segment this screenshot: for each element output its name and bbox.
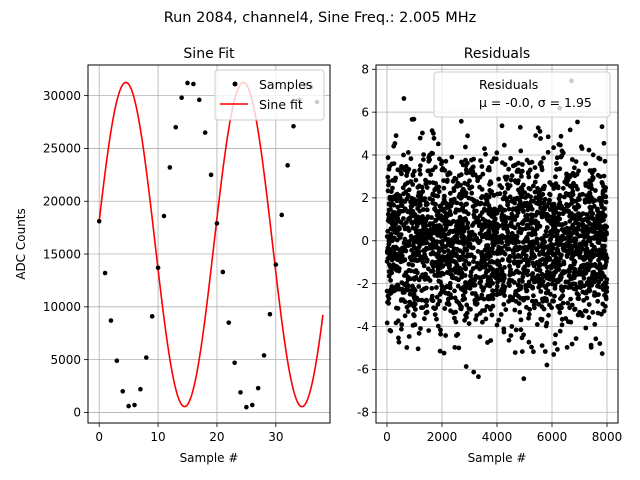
sample-point — [196, 97, 202, 103]
sample-point — [208, 172, 214, 178]
sample-point — [279, 212, 285, 218]
sample-point — [255, 385, 261, 391]
sine-fit-title: Sine Fit — [183, 46, 235, 62]
residuals-data — [384, 78, 610, 382]
residuals-panel: Residuals 0 2000 4000 6000 8000 -8 -6 -4 -2 0 2 4 6 8… — [357, 46, 622, 465]
residuals-title: Residuals — [464, 46, 530, 62]
sample-point — [267, 311, 273, 317]
sample-point — [244, 404, 249, 410]
sample-point — [285, 163, 290, 168]
y-tick-label: 8 — [361, 63, 369, 77]
sine-fit-ticks: 0 10 20 30 0 5000 10000 15000 20000 25000 30000 — [43, 89, 284, 444]
x-tick-label: 6000 — [537, 430, 568, 444]
x-tick-label: 0 — [95, 430, 103, 444]
residuals-legend: Residuals μ = -0.0, σ = 1.95 — [433, 71, 611, 118]
y-tick-label: 25000 — [43, 142, 81, 156]
x-tick-label: 4000 — [482, 430, 513, 444]
y-tick-label: -8 — [357, 406, 369, 420]
x-tick-label: 20 — [209, 430, 224, 444]
y-tick-label: 20000 — [43, 195, 81, 209]
sample-point — [220, 269, 226, 275]
sample-point — [143, 355, 149, 360]
sample-point — [238, 390, 243, 395]
y-tick-label: -2 — [357, 277, 369, 291]
sample-point — [126, 403, 131, 409]
sample-point — [161, 213, 167, 219]
sample-point — [155, 265, 161, 271]
sample-point — [191, 81, 196, 87]
sine-fit-xlabel: Sample # — [180, 451, 239, 465]
x-tick-label: 10 — [150, 430, 165, 444]
x-tick-label: 2000 — [427, 430, 458, 444]
sine-fit-axes-frame — [87, 64, 331, 424]
sample-point — [138, 386, 143, 392]
residuals-xlabel: Sample # — [468, 451, 527, 465]
y-tick-label: 4 — [361, 148, 369, 162]
sample-point — [120, 389, 126, 394]
sine-fit-panel: Sine Fit 0 10 20 30 0 5000 10000 15000 20000 2500… — [14, 46, 331, 465]
sine-fit-ylabel: ADC Counts — [14, 208, 28, 280]
sine-fit-grid — [88, 65, 330, 423]
legend-samples-label: Samples — [259, 77, 312, 92]
sample-point — [249, 402, 255, 408]
sample-point — [185, 80, 190, 86]
y-tick-label: 2 — [361, 191, 369, 205]
sample-point — [261, 353, 267, 358]
y-tick-label: -4 — [357, 320, 369, 334]
sample-point — [202, 130, 208, 135]
figure-title: Run 2084, channel4, Sine Freq.: 2.005 MH… — [164, 10, 477, 26]
legend-samples-marker — [232, 81, 238, 87]
residual-points — [384, 78, 610, 382]
sample-point — [102, 270, 108, 276]
x-tick-label: 0 — [383, 430, 391, 444]
sample-point — [214, 221, 220, 226]
sample-point — [149, 314, 155, 319]
sine-fit-legend-box — [214, 69, 325, 121]
y-tick-label: 0 — [73, 406, 81, 420]
y-tick-label: -6 — [357, 363, 369, 377]
sine-fit-legend: Samples Sine fit — [214, 69, 325, 121]
y-tick-label: 5000 — [50, 353, 81, 367]
sample-point — [96, 218, 102, 224]
sample-point — [226, 320, 232, 325]
sample-point — [179, 95, 184, 101]
x-tick-label: 8000 — [592, 430, 623, 444]
sample-point — [273, 262, 279, 267]
y-tick-label: 15000 — [43, 247, 81, 261]
y-tick-label: 0 — [361, 234, 369, 248]
sample-point — [173, 125, 179, 130]
sample-point — [232, 360, 237, 366]
y-tick-label: 6 — [361, 105, 369, 119]
legend-sine-fit-label: Sine fit — [259, 97, 303, 112]
sample-point — [108, 318, 114, 323]
sample-point — [291, 123, 296, 129]
residuals-ticks: 0 2000 4000 6000 8000 -8 -6 -4 -2 0 2 4 6 8 — [357, 63, 622, 444]
x-tick-label: 30 — [268, 430, 283, 444]
legend-residuals-stats: μ = -0.0, σ = 1.95 — [479, 95, 592, 110]
sample-point — [132, 402, 137, 408]
y-tick-label: 30000 — [43, 89, 81, 103]
residuals-legend-box — [433, 71, 611, 118]
sample-point — [114, 358, 120, 363]
legend-residuals-label: Residuals — [479, 77, 538, 92]
y-tick-label: 10000 — [43, 300, 81, 314]
sine-fit-data — [96, 80, 324, 410]
sample-point — [167, 165, 173, 170]
sine-fit-curve — [98, 81, 324, 408]
